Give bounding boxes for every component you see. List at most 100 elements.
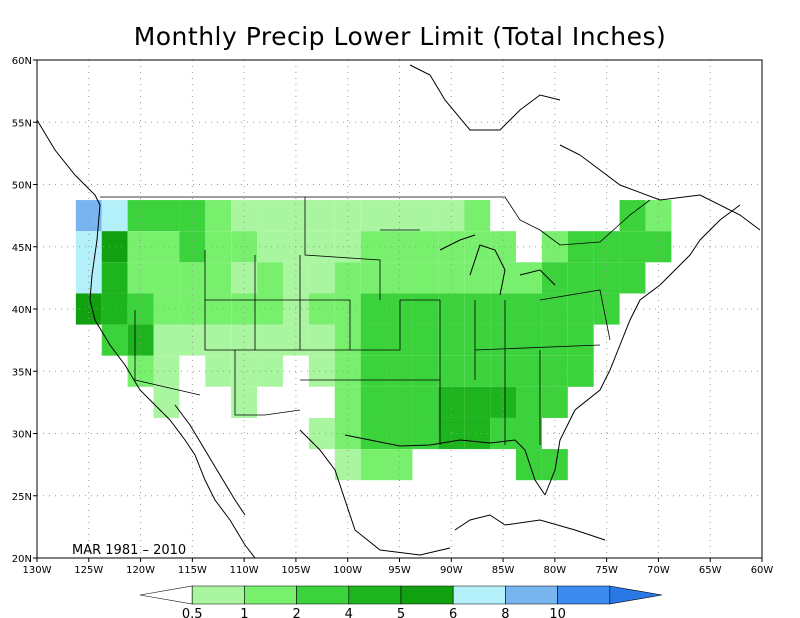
precip-cell <box>101 231 128 263</box>
precip-cell <box>464 200 491 232</box>
colorbar-segment <box>139 585 193 605</box>
precip-cell <box>127 200 154 232</box>
precip-cell <box>386 449 413 481</box>
colorbar-segment <box>400 585 454 605</box>
precip-cell <box>464 293 491 325</box>
lon-tick-label: 95W <box>388 565 411 576</box>
atlantic-coastline <box>544 204 741 496</box>
precip-cell <box>308 293 335 325</box>
precip-cell <box>645 200 672 232</box>
lat-tick-label: 40N <box>12 305 32 316</box>
precip-cell <box>334 200 361 232</box>
precip-cell <box>360 200 387 232</box>
precip-cell <box>516 293 542 325</box>
precip-cell <box>205 386 232 418</box>
precip-cell <box>516 386 542 418</box>
precip-cell <box>619 231 646 263</box>
lon-tick-label: 120W <box>126 565 155 576</box>
precip-cell <box>438 200 465 232</box>
precip-cell <box>386 293 413 325</box>
precip-cell <box>179 293 206 325</box>
precip-cell <box>205 231 232 263</box>
precip-cell <box>541 449 568 481</box>
canada-coast <box>559 144 761 231</box>
precip-cell <box>257 293 283 325</box>
lon-tick-label: 90W <box>440 565 463 576</box>
precip-cell <box>412 355 439 387</box>
gulf-coastline <box>344 434 546 496</box>
precip-cell <box>412 293 439 325</box>
colorbar-label: 1 <box>240 607 248 618</box>
precip-cell <box>257 231 283 263</box>
colorbar-label: 6 <box>449 607 457 618</box>
precip-cell <box>516 355 542 387</box>
lon-tick-label: 85W <box>492 565 515 576</box>
longitude-ticks: 130W 125W 120W 115W 110W 105W 100W 95W 90W 85W 80W… <box>23 558 773 576</box>
lon-tick-label: 70W <box>647 565 670 576</box>
precip-cell <box>334 449 361 481</box>
precip-cell <box>282 324 309 356</box>
colorbar-label: 2 <box>292 607 300 618</box>
colorbar-segment <box>191 585 245 605</box>
precip-cell <box>308 324 335 356</box>
colorbar-segment <box>557 585 611 605</box>
precip-cell <box>516 417 542 450</box>
colorbar-segment <box>452 585 506 605</box>
precip-cell <box>619 262 646 294</box>
precip-cell <box>516 324 542 356</box>
map-title: Monthly Precip Lower Limit (Total Inches… <box>133 22 667 51</box>
colorbar-segment <box>296 585 350 605</box>
lat-tick-label: 50N <box>12 181 32 192</box>
colorbar-segment <box>348 585 402 605</box>
precip-cell <box>308 200 335 232</box>
lon-tick-label: 80W <box>544 565 567 576</box>
precip-cell <box>412 231 439 263</box>
precip-cell <box>567 324 594 356</box>
mexico-gulf-coast <box>299 429 451 556</box>
precip-cell <box>412 262 439 294</box>
precip-cell <box>412 386 439 418</box>
lon-tick-label: 65W <box>699 565 722 576</box>
precip-cell <box>360 262 387 294</box>
precip-cell <box>282 200 309 232</box>
precip-cell <box>179 200 206 232</box>
precip-cells <box>75 200 672 481</box>
lat-tick-label: 55N <box>12 118 32 129</box>
precip-cell <box>205 262 232 294</box>
colorbar-segment <box>609 585 663 605</box>
precip-cell <box>231 324 258 356</box>
precip-cell <box>464 386 491 418</box>
precip-cell <box>360 449 387 481</box>
colorbar-label: 8 <box>501 607 509 618</box>
lon-tick-label: 115W <box>178 565 207 576</box>
lat-tick-label: 25N <box>12 492 32 503</box>
precip-cell <box>75 200 102 232</box>
precip-cell <box>127 293 154 325</box>
cuba-outline <box>504 519 606 541</box>
lat-tick-label: 30N <box>12 430 32 441</box>
precip-cell <box>257 324 283 356</box>
precip-cell <box>179 324 206 356</box>
colorbar: 0.5 1 2 4 5 6 8 10 <box>139 585 663 618</box>
state-borders <box>100 196 651 445</box>
precip-cell <box>153 386 180 418</box>
precip-cell <box>257 200 283 232</box>
precip-cell <box>257 355 283 387</box>
precip-cell <box>464 417 491 450</box>
precip-cell <box>153 262 180 294</box>
precip-cell <box>308 355 335 387</box>
precip-cell <box>308 231 335 263</box>
lon-tick-label: 75W <box>595 565 618 576</box>
precip-cell <box>205 293 232 325</box>
precip-cell <box>205 200 232 232</box>
coastlines <box>36 64 761 559</box>
precip-cell <box>308 417 335 450</box>
hudson-bay <box>409 64 561 131</box>
precip-cell <box>257 262 283 294</box>
great-lakes <box>439 234 556 296</box>
graticule-lines <box>37 60 762 558</box>
lat-tick-label: 60N <box>12 56 32 67</box>
precip-cell <box>334 417 361 450</box>
colorbar-label: 4 <box>345 607 353 618</box>
